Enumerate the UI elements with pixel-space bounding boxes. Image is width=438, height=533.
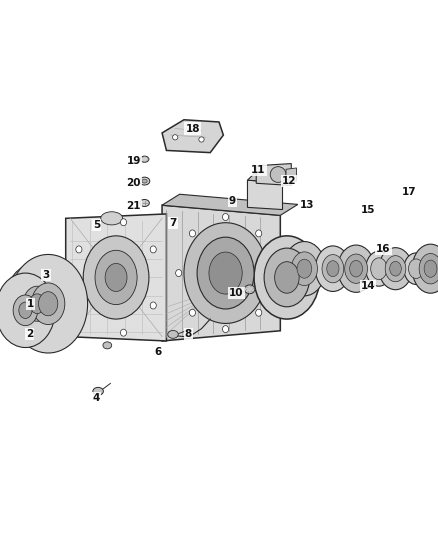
Ellipse shape — [76, 246, 82, 253]
Ellipse shape — [139, 177, 150, 185]
Ellipse shape — [83, 236, 149, 319]
Ellipse shape — [120, 219, 127, 226]
Ellipse shape — [13, 295, 38, 326]
Ellipse shape — [269, 270, 276, 277]
Text: 18: 18 — [185, 124, 200, 134]
Ellipse shape — [29, 294, 45, 313]
Ellipse shape — [142, 179, 147, 183]
Ellipse shape — [291, 252, 318, 286]
Ellipse shape — [371, 258, 387, 279]
Text: 2: 2 — [26, 329, 33, 340]
Ellipse shape — [264, 248, 310, 307]
Ellipse shape — [297, 259, 312, 278]
Ellipse shape — [419, 254, 438, 284]
Ellipse shape — [189, 230, 195, 237]
Ellipse shape — [424, 260, 437, 277]
Ellipse shape — [409, 259, 424, 278]
Polygon shape — [256, 164, 291, 185]
Ellipse shape — [173, 135, 178, 140]
Ellipse shape — [350, 261, 363, 277]
Polygon shape — [162, 194, 298, 215]
Ellipse shape — [275, 262, 299, 293]
Ellipse shape — [390, 261, 401, 276]
Ellipse shape — [366, 251, 392, 286]
Text: 16: 16 — [376, 244, 391, 254]
Ellipse shape — [32, 283, 65, 325]
Ellipse shape — [95, 251, 137, 304]
Text: 21: 21 — [126, 201, 141, 211]
Ellipse shape — [93, 387, 103, 395]
Text: 7: 7 — [170, 217, 177, 228]
Ellipse shape — [256, 230, 262, 237]
Text: 3: 3 — [42, 270, 49, 280]
Ellipse shape — [209, 252, 242, 294]
Ellipse shape — [322, 255, 344, 283]
Ellipse shape — [150, 246, 156, 253]
Ellipse shape — [283, 241, 325, 296]
Ellipse shape — [223, 214, 229, 221]
Ellipse shape — [19, 302, 32, 319]
Ellipse shape — [385, 256, 406, 282]
Ellipse shape — [103, 342, 112, 349]
Text: 10: 10 — [229, 288, 244, 298]
Ellipse shape — [199, 137, 204, 142]
Ellipse shape — [404, 253, 428, 285]
Ellipse shape — [0, 273, 55, 348]
Text: 19: 19 — [127, 156, 141, 166]
Ellipse shape — [150, 302, 156, 309]
Polygon shape — [247, 174, 289, 182]
Text: 8: 8 — [185, 329, 192, 340]
Ellipse shape — [345, 254, 367, 284]
Polygon shape — [162, 120, 223, 152]
Ellipse shape — [338, 245, 374, 292]
Ellipse shape — [270, 167, 286, 182]
Ellipse shape — [197, 237, 254, 309]
Ellipse shape — [244, 285, 255, 294]
Ellipse shape — [101, 212, 123, 225]
Text: 20: 20 — [126, 178, 141, 188]
Ellipse shape — [9, 254, 88, 353]
Ellipse shape — [140, 156, 149, 162]
Ellipse shape — [327, 261, 339, 277]
Text: 11: 11 — [251, 165, 266, 175]
Ellipse shape — [184, 223, 267, 324]
Ellipse shape — [223, 326, 229, 333]
Polygon shape — [162, 205, 280, 341]
Text: 12: 12 — [282, 176, 297, 186]
Ellipse shape — [76, 302, 82, 309]
Ellipse shape — [39, 292, 58, 316]
Polygon shape — [286, 168, 297, 181]
Text: 9: 9 — [229, 196, 236, 206]
Ellipse shape — [105, 263, 127, 292]
Polygon shape — [247, 180, 283, 209]
Ellipse shape — [189, 309, 195, 316]
Ellipse shape — [379, 248, 412, 290]
Text: 17: 17 — [402, 187, 417, 197]
Ellipse shape — [176, 270, 182, 277]
Ellipse shape — [412, 244, 438, 293]
Ellipse shape — [168, 330, 178, 338]
Ellipse shape — [120, 329, 127, 336]
Text: 4: 4 — [93, 393, 100, 403]
Ellipse shape — [254, 236, 320, 319]
Polygon shape — [66, 214, 166, 341]
Text: 1: 1 — [27, 298, 34, 309]
Ellipse shape — [315, 246, 350, 292]
Ellipse shape — [256, 309, 262, 316]
Text: 14: 14 — [360, 281, 375, 291]
Ellipse shape — [140, 199, 149, 206]
Text: 6: 6 — [154, 347, 161, 357]
Text: 15: 15 — [360, 205, 375, 215]
Ellipse shape — [4, 263, 70, 345]
Text: 5: 5 — [93, 220, 100, 230]
Text: 13: 13 — [299, 200, 314, 210]
Ellipse shape — [23, 286, 51, 321]
